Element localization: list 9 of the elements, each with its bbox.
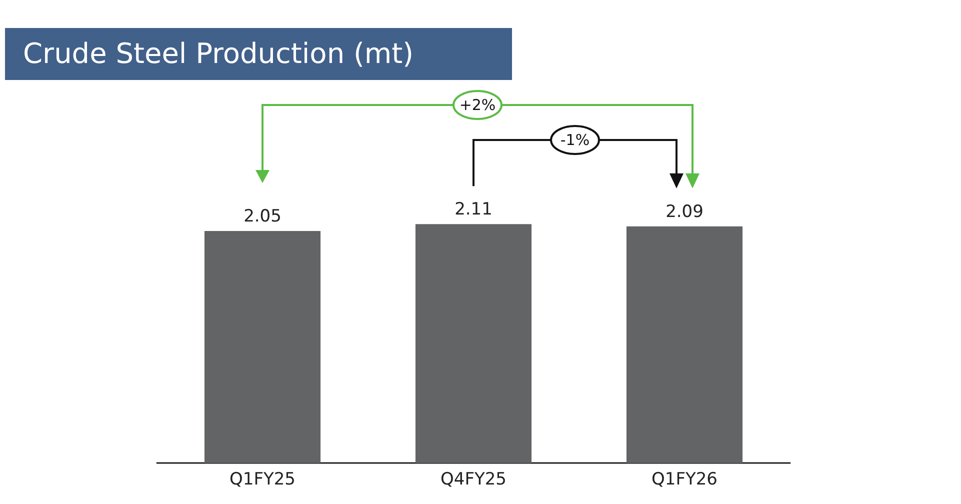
data-label: 2.05 xyxy=(244,206,282,226)
x-tick-label: Q4FY25 xyxy=(440,470,506,490)
x-tick-label: Q1FY26 xyxy=(652,470,718,490)
data-label: 2.09 xyxy=(666,202,704,222)
chart-title: Crude Steel Production (mt) xyxy=(5,28,512,80)
text: -1% xyxy=(560,131,590,149)
text: +2% xyxy=(459,96,496,114)
data-label: 2.11 xyxy=(454,200,492,220)
x-tick-label: Q1FY25 xyxy=(230,470,296,490)
